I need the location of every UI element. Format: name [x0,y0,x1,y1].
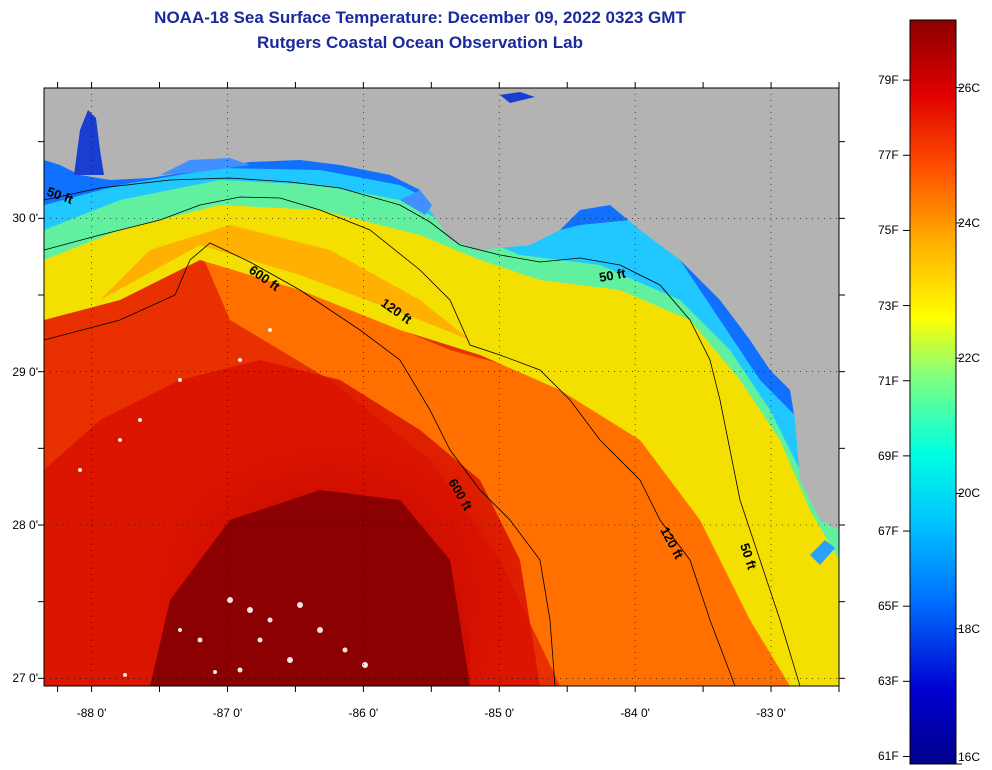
colorbar-c-label: 16C [958,750,981,764]
lon-label: -86 0' [348,706,379,720]
colorbar-c-label: 24C [958,215,981,230]
lat-label: 28 0' [12,518,38,532]
colorbar-ticks [903,79,962,765]
bay-pensacola [160,158,250,175]
graticule [44,88,839,686]
colorbar [909,19,957,765]
orange-yellow-water [100,225,470,340]
bay-apalachicola [400,190,432,215]
bay-tampa [810,540,835,565]
hot-eddy-core [150,490,470,686]
colorbar-c-label: 22C [958,351,981,366]
yellow-water [44,190,839,686]
colorbar-f-label: 71F [878,373,899,388]
colorbar-c-label: 18C [958,621,981,636]
colorbar-f-label: 75F [878,223,899,238]
colorbar-f-label: 73F [878,298,899,313]
colorbar-f-label: 79F [878,73,899,88]
lat-label: 27 0' [12,671,38,686]
colorbar-f-label: 61F [878,749,899,764]
bay-eastern [500,92,535,103]
land [44,88,839,530]
lon-label: -87 0' [212,706,243,720]
contour-label: 50 ft [598,265,628,285]
contour-600ft [44,242,556,686]
colorbar-f-label: 67F [878,524,899,539]
colorbar-c-label: 26C [958,80,981,95]
contour-120ft [44,196,736,686]
colorbar-f-label: 77F [878,148,899,163]
lat-label: 29 0' [12,364,38,379]
mobile-bay [74,110,104,175]
colorbar-f-label: 69F [878,448,899,463]
colorbar-c-label: 20C [958,486,981,501]
clouds [78,328,368,677]
lon-label: -88 0' [76,706,107,720]
map-ticks [38,82,845,692]
map-frame [43,87,840,687]
colorbar-f-label: 63F [878,674,899,689]
lon-label: -85 0' [484,706,515,720]
contour-50ft [44,177,801,686]
lon-label: -84 0' [620,706,650,720]
shelf-water [200,250,800,686]
lon-label: -83 0' [756,706,786,720]
lat-label: 30 0' [12,211,38,226]
red-belt [44,360,540,686]
map-title: NOAA-18 Sea Surface Temperature: Decembe… [154,8,686,27]
map-subtitle: Rutgers Coastal Ocean Observation Lab [257,33,583,52]
colorbar-f-label: 65F [878,599,899,614]
